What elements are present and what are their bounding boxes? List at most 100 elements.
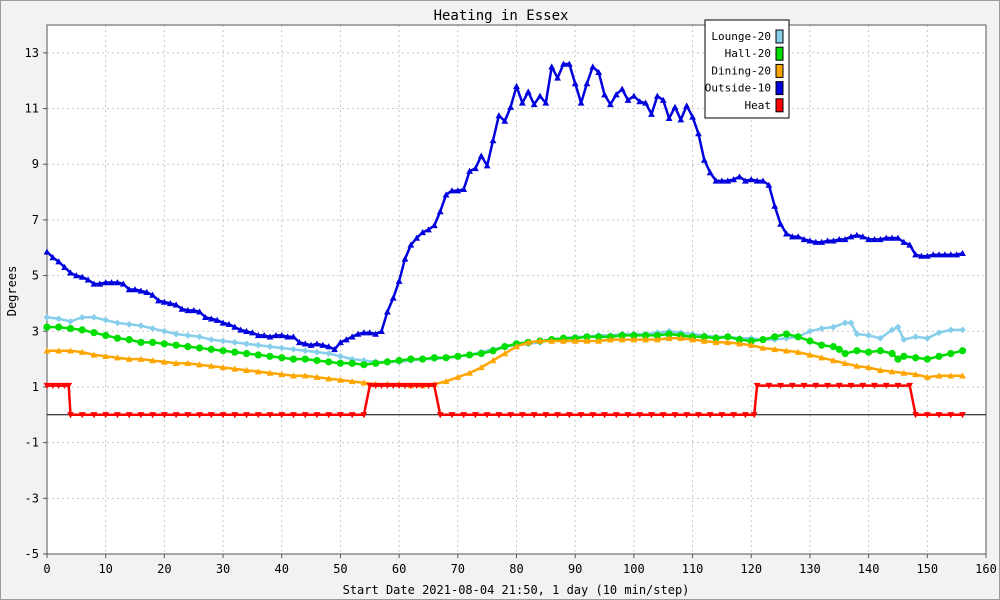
data-point bbox=[800, 382, 808, 389]
y-tick-label: -1 bbox=[25, 436, 39, 450]
data-point bbox=[243, 340, 250, 348]
data-point bbox=[466, 167, 473, 174]
data-point bbox=[254, 341, 262, 349]
data-point bbox=[777, 382, 784, 389]
data-point bbox=[442, 377, 450, 385]
data-series bbox=[43, 60, 967, 419]
data-point bbox=[865, 364, 873, 371]
data-point bbox=[231, 348, 239, 356]
data-point bbox=[501, 350, 509, 357]
data-point bbox=[313, 348, 321, 356]
data-point bbox=[700, 156, 708, 163]
data-point bbox=[237, 326, 245, 333]
x-tick-label: 20 bbox=[157, 562, 171, 576]
data-point bbox=[683, 102, 691, 109]
data-point bbox=[818, 238, 826, 245]
data-point bbox=[196, 333, 203, 341]
data-point bbox=[630, 336, 638, 343]
data-point bbox=[653, 92, 661, 99]
data-point bbox=[425, 382, 432, 389]
x-tick-label: 40 bbox=[275, 562, 289, 576]
data-point bbox=[530, 100, 538, 108]
data-point bbox=[518, 99, 526, 106]
data-point bbox=[923, 412, 931, 419]
data-point bbox=[102, 331, 110, 340]
data-point bbox=[695, 412, 702, 419]
data-point bbox=[624, 96, 632, 103]
data-point bbox=[55, 315, 63, 323]
data-point bbox=[554, 74, 561, 81]
data-point bbox=[67, 347, 74, 354]
data-point bbox=[125, 412, 133, 419]
data-point bbox=[507, 412, 515, 419]
data-point bbox=[395, 382, 403, 389]
data-point bbox=[172, 341, 180, 349]
data-point bbox=[278, 371, 286, 378]
data-point bbox=[876, 366, 884, 373]
data-point bbox=[589, 63, 597, 70]
data-point bbox=[724, 333, 732, 341]
data-point bbox=[125, 286, 133, 293]
data-point bbox=[430, 222, 438, 229]
data-point bbox=[806, 351, 814, 358]
data-point bbox=[806, 337, 814, 345]
data-point bbox=[894, 234, 902, 241]
data-point bbox=[618, 331, 626, 340]
data-point bbox=[430, 382, 438, 389]
data-point bbox=[67, 318, 74, 325]
data-point bbox=[430, 354, 438, 362]
data-point bbox=[254, 332, 262, 339]
data-point bbox=[624, 412, 632, 419]
data-point bbox=[653, 336, 661, 343]
data-point bbox=[383, 382, 391, 389]
data-point bbox=[835, 345, 843, 353]
data-point bbox=[958, 347, 967, 355]
data-point bbox=[788, 233, 796, 240]
data-point bbox=[818, 354, 826, 361]
data-point bbox=[665, 334, 673, 341]
data-point bbox=[706, 169, 714, 176]
x-tick-label: 70 bbox=[451, 562, 465, 576]
data-point bbox=[196, 412, 203, 419]
data-point bbox=[935, 251, 943, 258]
legend-swatch bbox=[775, 98, 784, 113]
data-point bbox=[266, 343, 274, 350]
data-point bbox=[689, 336, 696, 343]
data-point bbox=[536, 337, 544, 344]
data-point bbox=[900, 336, 908, 344]
y-tick-label: 1 bbox=[32, 380, 39, 394]
data-point bbox=[231, 323, 239, 330]
data-point bbox=[66, 324, 75, 333]
data-point bbox=[55, 258, 63, 265]
data-point bbox=[501, 342, 509, 351]
data-point bbox=[448, 412, 456, 419]
data-point bbox=[947, 412, 955, 419]
data-point bbox=[876, 235, 884, 243]
data-point bbox=[219, 412, 227, 419]
data-point bbox=[131, 286, 139, 293]
data-point bbox=[196, 308, 203, 315]
data-point bbox=[536, 92, 544, 99]
data-point bbox=[847, 382, 855, 389]
data-point bbox=[730, 176, 738, 183]
data-point bbox=[876, 334, 884, 342]
data-point bbox=[389, 294, 397, 301]
data-point bbox=[501, 117, 509, 124]
data-point bbox=[342, 336, 350, 343]
data-point bbox=[102, 352, 110, 360]
data-point bbox=[325, 350, 333, 357]
data-point bbox=[700, 337, 708, 344]
data-point bbox=[642, 99, 650, 106]
data-point bbox=[923, 373, 931, 380]
data-point bbox=[665, 114, 673, 121]
data-point bbox=[55, 347, 63, 354]
data-point bbox=[847, 233, 855, 240]
data-point bbox=[325, 358, 333, 366]
data-point bbox=[794, 333, 802, 341]
legend-label: Heat bbox=[745, 99, 772, 112]
data-point bbox=[830, 323, 837, 331]
data-point bbox=[436, 208, 444, 215]
data-point bbox=[477, 364, 485, 371]
data-point bbox=[911, 354, 920, 362]
data-point bbox=[941, 251, 949, 258]
